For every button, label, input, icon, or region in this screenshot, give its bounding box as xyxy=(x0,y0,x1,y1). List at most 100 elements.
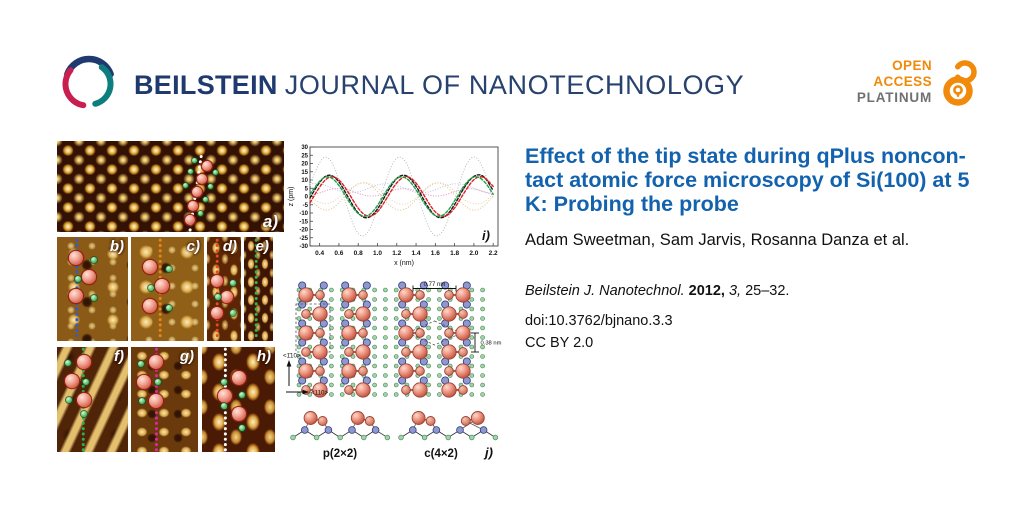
svg-text:0.6: 0.6 xyxy=(334,250,343,257)
adatom-marker xyxy=(185,215,196,226)
reconstruction-label-c4x2: c(4×2) xyxy=(424,448,458,460)
svg-text:5: 5 xyxy=(305,186,309,192)
svg-text:1.0: 1.0 xyxy=(373,250,382,257)
adatom-marker xyxy=(231,406,246,421)
adatom-marker xyxy=(81,270,96,285)
svg-text:2.2: 2.2 xyxy=(489,250,498,257)
open-access-badge-text: OPEN ACCESS PLATINUM xyxy=(856,58,932,105)
profile-green xyxy=(309,176,494,217)
open-access-badge: OPEN ACCESS PLATINUM xyxy=(857,58,980,106)
adatom-marker xyxy=(188,200,199,211)
panel-label-j: j) xyxy=(483,445,493,460)
panel-label-i: i) xyxy=(482,228,490,243)
x-axis-label: x (nm) xyxy=(394,260,414,267)
open-lock-icon xyxy=(943,60,977,106)
lattice-site-marker xyxy=(90,257,97,264)
adatom-marker xyxy=(64,374,79,389)
title-line: K: Probing the probe xyxy=(525,192,739,216)
svg-text:10: 10 xyxy=(301,178,308,184)
adatom-marker xyxy=(76,355,91,370)
afm-image-panel-h: h) xyxy=(202,347,275,452)
adatom-marker xyxy=(149,355,164,370)
lattice-site-marker xyxy=(139,398,146,405)
scan-line-overlay xyxy=(215,238,219,340)
journal-name-rest: JOURNAL OF NANOTECHNOLOGY xyxy=(284,70,745,100)
svg-text:1.6: 1.6 xyxy=(431,250,440,257)
adatom-marker xyxy=(211,275,224,288)
article-authors: Adam Sweetman, Sam Jarvis, Rosanna Danza… xyxy=(525,231,910,249)
lattice-site-marker xyxy=(80,410,87,417)
afm-image-panel-c: c) xyxy=(131,237,204,341)
article-info: Effect of the tip state during qPlus non… xyxy=(525,144,1007,357)
lattice-site-marker xyxy=(148,284,155,291)
lattice-site-marker xyxy=(215,293,222,300)
lattice-site-marker xyxy=(187,169,193,175)
lattice-site-marker xyxy=(191,157,197,163)
lattice-site-marker xyxy=(239,424,246,431)
adatom-marker xyxy=(142,298,157,313)
svg-text:15: 15 xyxy=(301,170,308,176)
lattice-site-marker xyxy=(183,183,189,189)
height-profile-plot: -30 -25 -20 -15 -10 -5 0 5 10 15 20 25 30 0.4 0.6 0.8 1.… xyxy=(288,145,499,267)
adatom-marker xyxy=(196,174,207,185)
lattice-site-marker xyxy=(165,304,172,311)
citation-volume: 3, xyxy=(728,283,742,299)
afm-image-panel-d: d) xyxy=(207,237,241,341)
lattice-site-marker xyxy=(155,379,162,386)
panel-label: d) xyxy=(222,238,237,255)
panel-label: a) xyxy=(262,212,278,231)
svg-text:1.4: 1.4 xyxy=(412,250,421,257)
lattice-site-marker xyxy=(208,184,214,189)
adatom-marker xyxy=(137,374,152,389)
title-line: Effect of the tip state during qPlus non… xyxy=(525,144,966,168)
journal-name-bold: BEILSTEIN xyxy=(134,70,278,100)
abstract-figure: a) b) c) d) e) f) g) h) -30 -25 -20 -15 -10 -5 0 5 10 15… xyxy=(57,141,507,461)
svg-text:25: 25 xyxy=(301,153,308,159)
afm-image-panel-a: a) xyxy=(57,141,284,232)
svg-text:1.2: 1.2 xyxy=(392,250,401,257)
panel-label: f) xyxy=(114,348,124,365)
adatom-marker xyxy=(218,388,233,403)
profile-red xyxy=(309,176,494,217)
svg-text:1.8: 1.8 xyxy=(450,250,459,257)
adatom-marker xyxy=(192,186,203,197)
adatom-marker xyxy=(231,370,246,385)
adatom-marker xyxy=(76,392,91,407)
lattice-site-marker xyxy=(213,170,219,176)
adatom-marker xyxy=(221,290,234,303)
svg-text:-20: -20 xyxy=(299,228,308,234)
lattice-site-marker xyxy=(229,279,236,286)
svg-text:-5: -5 xyxy=(303,203,309,209)
afm-image-panel-b: b) xyxy=(57,237,128,341)
dimension-dimer-spacing: 0.38 nm xyxy=(481,341,502,347)
dimension-row-spacing: 0.77 nm xyxy=(424,282,446,288)
lattice-site-marker xyxy=(239,392,246,399)
afm-image-panel-f: f) xyxy=(57,347,128,452)
adatom-marker xyxy=(69,288,84,303)
reconstruction-label-p2x2: p(2×2) xyxy=(323,448,357,460)
svg-text:-10: -10 xyxy=(299,211,308,217)
svg-text:2.0: 2.0 xyxy=(469,250,478,257)
beilstein-logo-icon xyxy=(62,55,114,109)
lattice-site-marker xyxy=(83,378,90,385)
lattice-site-marker xyxy=(229,310,236,317)
adatom-marker xyxy=(201,160,212,171)
title-line: tact atomic force microscopy of Si(100) … xyxy=(525,168,970,192)
profile-pink xyxy=(309,187,494,197)
y-axis-label: z (pm) xyxy=(288,187,295,207)
svg-text:0.8: 0.8 xyxy=(354,250,363,257)
adatom-marker xyxy=(69,250,84,265)
lattice-site-marker xyxy=(165,266,172,273)
article-title[interactable]: Effect of the tip state during qPlus non… xyxy=(525,144,1007,216)
lattice-site-marker xyxy=(64,360,71,367)
svg-text:30: 30 xyxy=(301,145,308,151)
svg-text:0: 0 xyxy=(305,195,309,201)
lattice-site-marker xyxy=(220,378,227,385)
panel-label: e) xyxy=(255,238,269,255)
panel-label: h) xyxy=(256,348,271,365)
article-doi: doi:10.3762/bjnano.3.3 xyxy=(525,313,673,329)
citation-journal: Beilstein J. Nanotechnol. xyxy=(525,283,685,299)
lattice-site-marker xyxy=(203,197,209,203)
afm-image-panel-e: e) xyxy=(244,237,273,341)
